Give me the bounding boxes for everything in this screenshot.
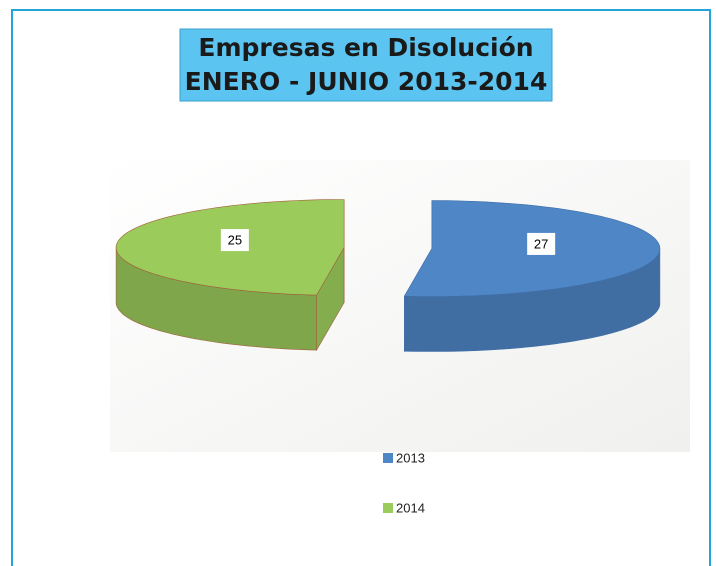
- pie: 27 25: [115, 199, 661, 353]
- legend-swatch: [383, 453, 393, 463]
- chart-subtitle: ENERO - JUNIO 2013-2014: [185, 67, 548, 96]
- data-label: 27: [534, 236, 548, 251]
- data-label: 25: [228, 233, 242, 248]
- legend-swatch: [383, 503, 393, 513]
- data-label-box: [220, 229, 249, 252]
- data-label-box: [527, 232, 556, 255]
- legend-label: 2013: [396, 450, 425, 465]
- chart-title: Empresas en Disolución: [198, 33, 533, 62]
- legend-label: 2014: [396, 500, 425, 515]
- title-box: [179, 28, 553, 102]
